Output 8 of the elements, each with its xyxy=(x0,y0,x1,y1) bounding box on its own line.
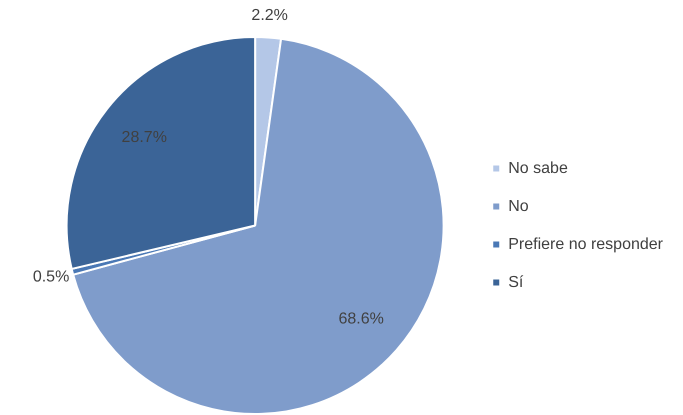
legend-label: Sí xyxy=(508,274,524,291)
legend-label: No xyxy=(508,198,529,215)
data-label: 2.2% xyxy=(251,6,288,24)
data-label: 0.5% xyxy=(32,268,70,286)
legend-label: Prefiere no responder xyxy=(508,236,664,253)
data-label: 68.6% xyxy=(338,310,384,328)
data-label: 28.7% xyxy=(122,129,167,146)
legend-label: No sabe xyxy=(508,160,568,177)
